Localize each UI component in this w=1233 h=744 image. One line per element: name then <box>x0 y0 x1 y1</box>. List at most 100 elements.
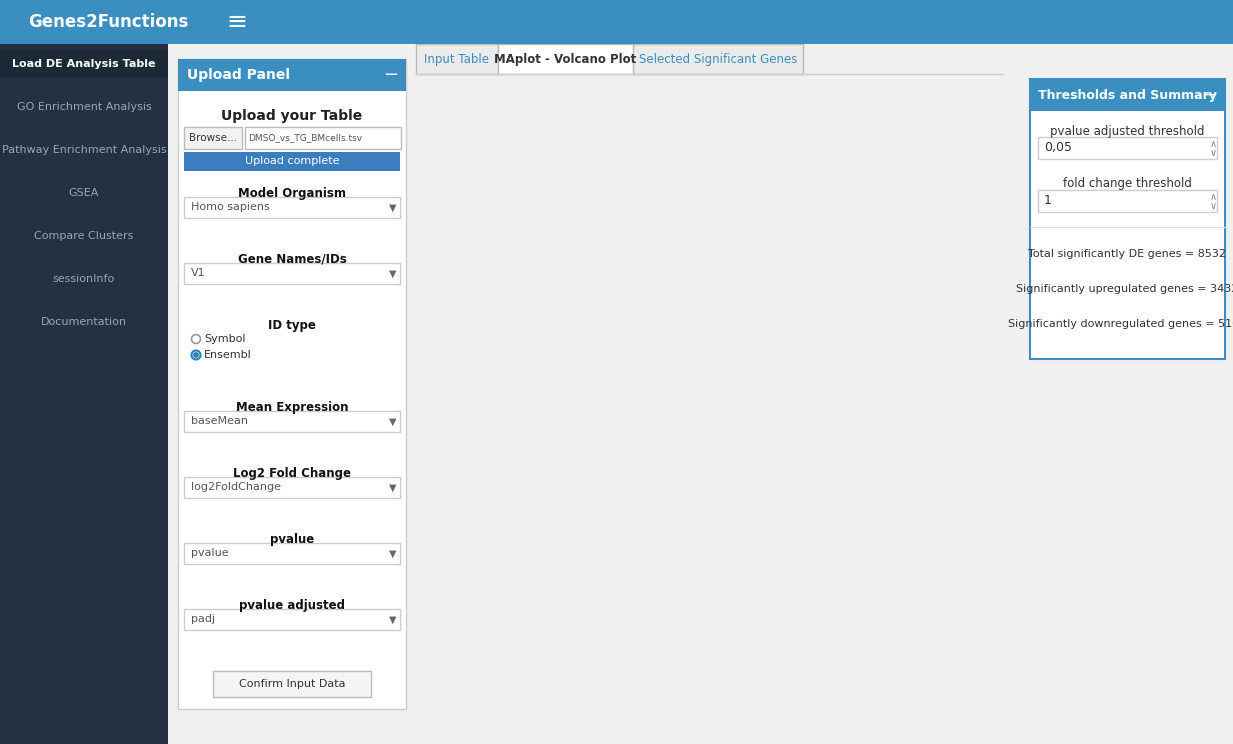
Point <box>596 674 615 686</box>
Point <box>485 240 504 252</box>
Point <box>719 696 739 708</box>
Point <box>668 691 688 703</box>
Point <box>745 695 764 707</box>
Point <box>746 697 766 709</box>
Point <box>926 614 946 626</box>
Point <box>720 696 740 708</box>
Point <box>429 185 449 196</box>
Point <box>470 203 490 215</box>
Point <box>514 219 534 231</box>
Point <box>526 199 546 211</box>
Point <box>688 694 708 706</box>
Point <box>451 187 471 199</box>
Point <box>688 695 708 707</box>
Point <box>762 676 782 688</box>
Point <box>803 693 822 705</box>
Point <box>432 170 451 182</box>
Point <box>851 673 870 684</box>
Point <box>699 691 719 703</box>
Point <box>470 167 490 179</box>
Point <box>449 159 469 171</box>
Point <box>662 684 682 696</box>
Point <box>710 693 730 705</box>
Point <box>834 689 853 701</box>
Point <box>434 260 454 272</box>
Point <box>559 176 578 187</box>
Point <box>784 694 804 706</box>
Point <box>676 696 695 708</box>
Point <box>756 696 776 708</box>
Point <box>752 695 772 707</box>
Point <box>726 697 746 709</box>
Point <box>596 614 615 626</box>
Point <box>740 696 760 708</box>
Point <box>457 199 477 211</box>
Point <box>512 176 531 187</box>
Point <box>529 204 549 216</box>
Point <box>477 193 497 205</box>
Point <box>456 107 476 119</box>
Point <box>446 182 466 193</box>
Point <box>499 202 519 214</box>
Point <box>504 169 524 181</box>
Point <box>658 690 678 702</box>
Point <box>657 191 677 203</box>
Point <box>741 196 761 208</box>
Point <box>782 692 801 704</box>
Point <box>753 697 773 709</box>
Point <box>466 209 486 221</box>
Point <box>780 696 800 708</box>
Point <box>803 679 822 691</box>
Point <box>653 677 673 689</box>
Point <box>834 652 853 664</box>
Point <box>746 696 766 708</box>
Point <box>846 668 866 680</box>
Point <box>800 636 820 648</box>
Point <box>497 145 517 157</box>
Point <box>748 696 768 708</box>
Point <box>448 110 467 122</box>
Point <box>469 243 488 254</box>
Point <box>693 696 713 708</box>
Point <box>480 273 499 285</box>
Point <box>517 195 536 207</box>
Point <box>661 669 681 681</box>
Point <box>446 199 466 211</box>
Point <box>709 697 729 709</box>
Point <box>830 661 850 673</box>
Point <box>661 693 681 705</box>
Point <box>711 696 731 708</box>
Point <box>751 692 771 704</box>
Point <box>741 696 761 708</box>
Point <box>594 691 614 703</box>
Point <box>709 696 729 708</box>
Point <box>544 196 563 208</box>
Point <box>720 696 740 708</box>
Point <box>552 199 572 211</box>
Point <box>718 187 737 199</box>
Point <box>612 211 631 223</box>
Point <box>492 210 512 222</box>
Point <box>760 694 779 706</box>
Point <box>538 187 557 199</box>
Point <box>650 695 670 707</box>
Point <box>774 203 794 215</box>
Point <box>614 650 634 661</box>
Point <box>834 644 853 655</box>
Point <box>766 678 785 690</box>
Point <box>788 692 808 704</box>
Point <box>752 696 772 708</box>
Point <box>519 199 539 211</box>
Point <box>683 692 703 704</box>
Point <box>433 228 453 240</box>
Point <box>462 193 482 205</box>
Point <box>504 235 524 247</box>
Point <box>510 163 530 175</box>
Point <box>445 182 465 193</box>
Point <box>457 155 477 167</box>
Point <box>893 674 912 686</box>
Point <box>819 635 838 647</box>
Point <box>661 194 681 206</box>
Point <box>609 695 629 707</box>
Point <box>497 203 517 215</box>
